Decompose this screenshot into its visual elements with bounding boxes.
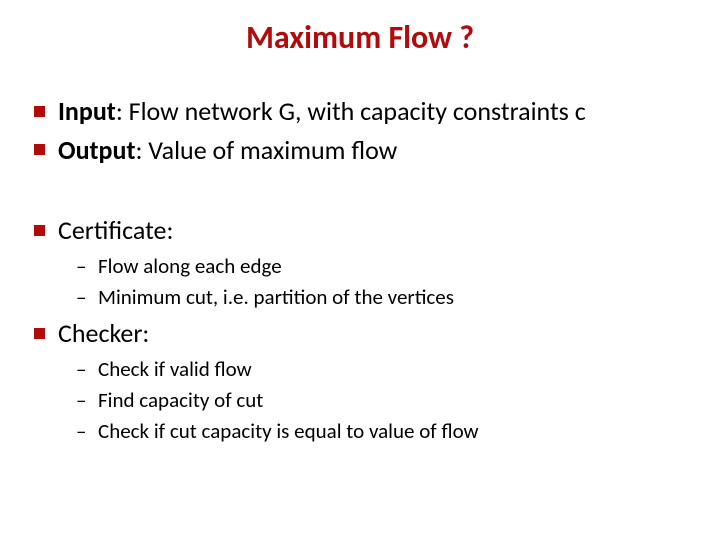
bullet-text: : Value of maximum flow	[135, 134, 397, 166]
bullet-list-1: Input: Flow network G, with capacity con…	[30, 95, 710, 166]
bullet-item: Certificate: Flow along each edge Minimu…	[30, 214, 710, 311]
sub-item: Check if cut capacity is equal to value …	[58, 418, 710, 445]
slide-body: Input: Flow network G, with capacity con…	[0, 95, 720, 445]
sub-list: Flow along each edge Minimum cut, i.e. p…	[58, 253, 710, 312]
slide: Maximum Flow ? Input: Flow network G, wi…	[0, 18, 720, 540]
bullet-label: Checker:	[58, 317, 149, 349]
sub-item: Flow along each edge	[58, 253, 710, 280]
bullet-label: Output	[58, 134, 135, 166]
bullet-list-2: Certificate: Flow along each edge Minimu…	[30, 214, 710, 445]
sub-item: Find capacity of cut	[58, 387, 710, 414]
sub-list: Check if valid flow Find capacity of cut…	[58, 356, 710, 446]
sub-item: Check if valid flow	[58, 356, 710, 383]
bullet-label: Certificate:	[58, 214, 173, 246]
sub-item: Minimum cut, i.e. partition of the verti…	[58, 284, 710, 311]
bullet-item: Input: Flow network G, with capacity con…	[30, 95, 710, 128]
bullet-item: Checker: Check if valid flow Find capaci…	[30, 317, 710, 445]
spacer	[30, 172, 710, 214]
slide-title: Maximum Flow ?	[0, 18, 720, 57]
bullet-label: Input	[58, 95, 116, 127]
bullet-item: Output: Value of maximum flow	[30, 134, 710, 167]
bullet-text: : Flow network G, with capacity constrai…	[116, 95, 586, 127]
